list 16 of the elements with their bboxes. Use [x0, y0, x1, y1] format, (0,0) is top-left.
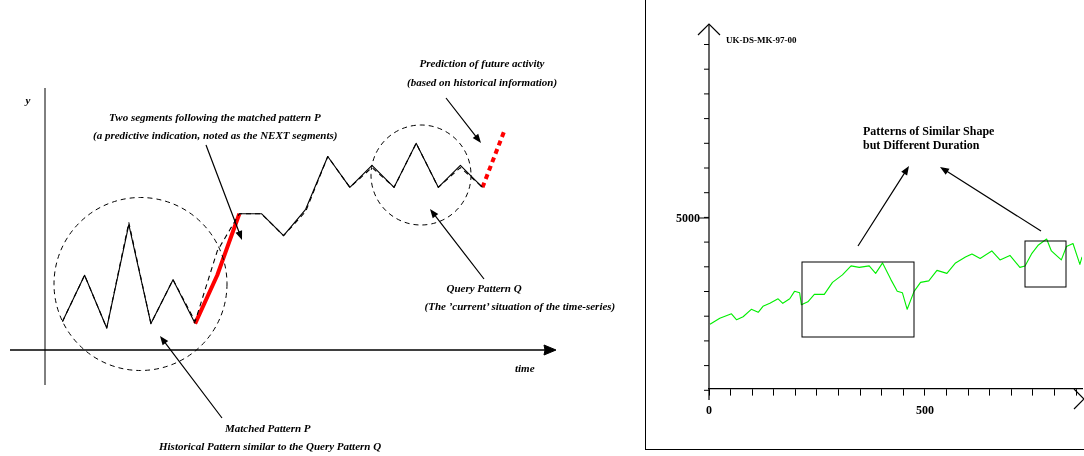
text: 5000: [676, 210, 700, 226]
x-tick-label: 0: [706, 402, 712, 417]
annotation: (The ’current’ situation of the time-series): [424, 300, 616, 312]
text: Patterns of Similar Shape: [863, 123, 995, 139]
x-axis-title: time: [515, 362, 535, 374]
text: but Different Duration: [863, 137, 980, 153]
text: Matched Pattern P: [225, 422, 311, 434]
annotation: Query Pattern Q: [446, 282, 522, 294]
y-axis-title: y: [25, 94, 31, 106]
chart-title: UK-DS-MK-97-00: [726, 35, 797, 45]
text: Prediction of future activity: [419, 57, 545, 69]
x-tick-label: 500: [915, 402, 934, 417]
text: (based on historical information): [407, 76, 558, 88]
text: Historical Pattern similar to the Query Pattern Q: [159, 440, 382, 452]
annotation: (a predictive indication, noted as the NEXT segments): [93, 129, 338, 141]
text: Two segments following the matched pattern P: [109, 111, 321, 123]
